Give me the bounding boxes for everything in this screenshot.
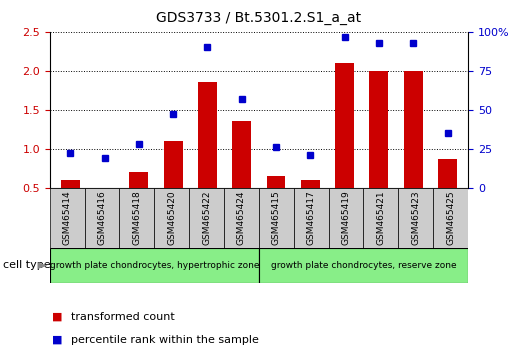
- Bar: [50, 188, 85, 248]
- Bar: [335, 63, 354, 188]
- Bar: [404, 71, 423, 188]
- Text: growth plate chondrocytes, hypertrophic zone: growth plate chondrocytes, hypertrophic …: [50, 261, 259, 270]
- Bar: [267, 176, 286, 188]
- Text: GDS3733 / Bt.5301.2.S1_a_at: GDS3733 / Bt.5301.2.S1_a_at: [156, 11, 361, 25]
- Text: GSM465415: GSM465415: [272, 190, 281, 245]
- Text: ■: ■: [52, 335, 63, 345]
- Bar: [164, 141, 183, 188]
- Bar: [399, 188, 433, 248]
- Bar: [363, 188, 399, 248]
- Text: GSM465414: GSM465414: [63, 190, 72, 245]
- Text: GSM465425: GSM465425: [446, 190, 455, 245]
- Bar: [189, 188, 224, 248]
- Bar: [61, 180, 79, 188]
- Bar: [369, 71, 389, 188]
- Text: ►: ►: [38, 259, 48, 272]
- Text: ■: ■: [52, 312, 63, 322]
- Text: GSM465418: GSM465418: [132, 190, 141, 245]
- Bar: [50, 248, 259, 283]
- Bar: [154, 188, 189, 248]
- Bar: [328, 188, 363, 248]
- Text: GSM465420: GSM465420: [167, 190, 176, 245]
- Bar: [129, 172, 149, 188]
- Text: GSM465417: GSM465417: [306, 190, 316, 245]
- Text: GSM465422: GSM465422: [202, 190, 211, 245]
- Bar: [85, 188, 119, 248]
- Text: transformed count: transformed count: [71, 312, 174, 322]
- Text: GSM465416: GSM465416: [97, 190, 107, 245]
- Bar: [119, 188, 154, 248]
- Text: GSM465424: GSM465424: [237, 190, 246, 245]
- Bar: [294, 188, 328, 248]
- Bar: [198, 82, 217, 188]
- Text: GSM465419: GSM465419: [342, 190, 350, 245]
- Bar: [301, 180, 320, 188]
- Bar: [259, 188, 294, 248]
- Text: GSM465423: GSM465423: [411, 190, 420, 245]
- Bar: [438, 159, 457, 188]
- Text: GSM465421: GSM465421: [377, 190, 385, 245]
- Bar: [259, 248, 468, 283]
- Bar: [224, 188, 259, 248]
- Bar: [433, 188, 468, 248]
- Text: cell type: cell type: [3, 261, 50, 270]
- Text: percentile rank within the sample: percentile rank within the sample: [71, 335, 258, 345]
- Bar: [232, 121, 251, 188]
- Text: growth plate chondrocytes, reserve zone: growth plate chondrocytes, reserve zone: [271, 261, 456, 270]
